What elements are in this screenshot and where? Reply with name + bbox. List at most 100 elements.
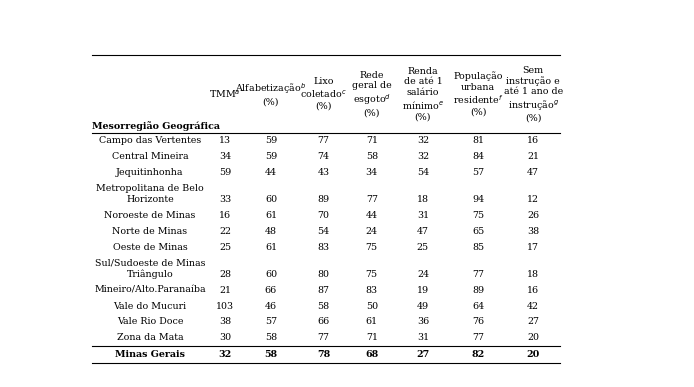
- Text: 13: 13: [219, 136, 231, 145]
- Text: 20: 20: [527, 350, 540, 359]
- Text: 24: 24: [417, 270, 429, 279]
- Text: 76: 76: [472, 317, 484, 326]
- Text: 17: 17: [527, 243, 539, 252]
- Text: 32: 32: [417, 136, 429, 145]
- Text: Renda
de até 1
salário
mínimo$^e$
(%): Renda de até 1 salário mínimo$^e$ (%): [402, 67, 443, 121]
- Text: 49: 49: [417, 301, 429, 311]
- Text: 48: 48: [265, 227, 277, 236]
- Text: Mesorregião Geográfica: Mesorregião Geográfica: [92, 122, 220, 131]
- Text: Oeste de Minas: Oeste de Minas: [112, 243, 187, 252]
- Text: 24: 24: [366, 227, 378, 236]
- Text: 21: 21: [219, 286, 231, 295]
- Text: 25: 25: [219, 243, 231, 252]
- Text: TMM$^a$: TMM$^a$: [210, 88, 241, 100]
- Text: 78: 78: [316, 350, 330, 359]
- Text: 84: 84: [472, 152, 484, 161]
- Text: 75: 75: [472, 211, 484, 220]
- Text: 81: 81: [472, 136, 484, 145]
- Text: 54: 54: [317, 227, 330, 236]
- Text: 77: 77: [366, 195, 378, 204]
- Text: Alfabetização$^b$
(%): Alfabetização$^b$ (%): [235, 82, 307, 106]
- Text: 21: 21: [527, 152, 539, 161]
- Text: 64: 64: [472, 301, 484, 311]
- Text: Norte de Minas: Norte de Minas: [112, 227, 187, 236]
- Text: 18: 18: [417, 195, 429, 204]
- Text: População
urbana
residente$^f$
(%): População urbana residente$^f$ (%): [452, 72, 503, 117]
- Text: 31: 31: [417, 211, 429, 220]
- Text: 70: 70: [317, 211, 330, 220]
- Text: 58: 58: [265, 333, 277, 342]
- Text: 31: 31: [417, 333, 429, 342]
- Text: 77: 77: [317, 136, 330, 145]
- Text: 34: 34: [219, 152, 231, 161]
- Text: 61: 61: [366, 317, 378, 326]
- Text: 82: 82: [471, 350, 484, 359]
- Text: 61: 61: [265, 243, 277, 252]
- Text: 32: 32: [219, 350, 232, 359]
- Text: 16: 16: [527, 136, 539, 145]
- Text: Vale do Mucuri: Vale do Mucuri: [113, 301, 187, 311]
- Text: 83: 83: [317, 243, 330, 252]
- Text: 77: 77: [472, 333, 484, 342]
- Text: 44: 44: [366, 211, 378, 220]
- Text: Central Mineira: Central Mineira: [112, 152, 188, 161]
- Text: 36: 36: [417, 317, 429, 326]
- Text: 80: 80: [317, 270, 330, 279]
- Text: 58: 58: [317, 301, 330, 311]
- Text: 85: 85: [472, 243, 484, 252]
- Text: 66: 66: [317, 317, 330, 326]
- Text: 66: 66: [265, 286, 277, 295]
- Text: 60: 60: [265, 270, 277, 279]
- Text: 61: 61: [265, 211, 277, 220]
- Text: 74: 74: [317, 152, 330, 161]
- Text: 59: 59: [219, 168, 231, 177]
- Text: 94: 94: [472, 195, 484, 204]
- Text: 42: 42: [527, 301, 539, 311]
- Text: 58: 58: [366, 152, 378, 161]
- Text: Campo das Vertentes: Campo das Vertentes: [99, 136, 201, 145]
- Text: 47: 47: [527, 168, 539, 177]
- Text: Lixo
coletado$^c$
(%): Lixo coletado$^c$ (%): [300, 77, 347, 111]
- Text: 47: 47: [417, 227, 429, 236]
- Text: 57: 57: [265, 317, 277, 326]
- Text: Noroeste de Minas: Noroeste de Minas: [104, 211, 196, 220]
- Text: 46: 46: [265, 301, 277, 311]
- Text: Metropolitana de Belo
Horizonte: Metropolitana de Belo Horizonte: [96, 184, 204, 204]
- Text: 77: 77: [472, 270, 484, 279]
- Text: 89: 89: [472, 286, 484, 295]
- Text: 103: 103: [217, 301, 235, 311]
- Text: 38: 38: [219, 317, 231, 326]
- Text: 71: 71: [366, 333, 378, 342]
- Text: 54: 54: [417, 168, 429, 177]
- Text: 16: 16: [527, 286, 539, 295]
- Text: 25: 25: [417, 243, 429, 252]
- Text: Zona da Mata: Zona da Mata: [117, 333, 183, 342]
- Text: 50: 50: [366, 301, 378, 311]
- Text: 57: 57: [472, 168, 484, 177]
- Text: 20: 20: [527, 333, 539, 342]
- Text: 59: 59: [265, 136, 277, 145]
- Text: 38: 38: [527, 227, 539, 236]
- Text: 58: 58: [264, 350, 278, 359]
- Text: 60: 60: [265, 195, 277, 204]
- Text: 12: 12: [527, 195, 539, 204]
- Text: 30: 30: [219, 333, 231, 342]
- Text: 75: 75: [366, 243, 378, 252]
- Text: 18: 18: [527, 270, 539, 279]
- Text: 89: 89: [317, 195, 330, 204]
- Text: 87: 87: [317, 286, 330, 295]
- Text: 43: 43: [317, 168, 330, 177]
- Text: Sul/Sudoeste de Minas
Triângulo: Sul/Sudoeste de Minas Triângulo: [94, 259, 205, 279]
- Text: 22: 22: [219, 227, 231, 236]
- Text: 16: 16: [219, 211, 231, 220]
- Text: 71: 71: [366, 136, 378, 145]
- Text: 68: 68: [365, 350, 378, 359]
- Text: 83: 83: [366, 286, 378, 295]
- Text: 32: 32: [417, 152, 429, 161]
- Text: 34: 34: [366, 168, 378, 177]
- Text: 28: 28: [219, 270, 231, 279]
- Text: Mineiro/Alto.Paranaíba: Mineiro/Alto.Paranaíba: [94, 286, 205, 295]
- Text: 65: 65: [472, 227, 484, 236]
- Text: 77: 77: [317, 333, 330, 342]
- Text: 44: 44: [265, 168, 277, 177]
